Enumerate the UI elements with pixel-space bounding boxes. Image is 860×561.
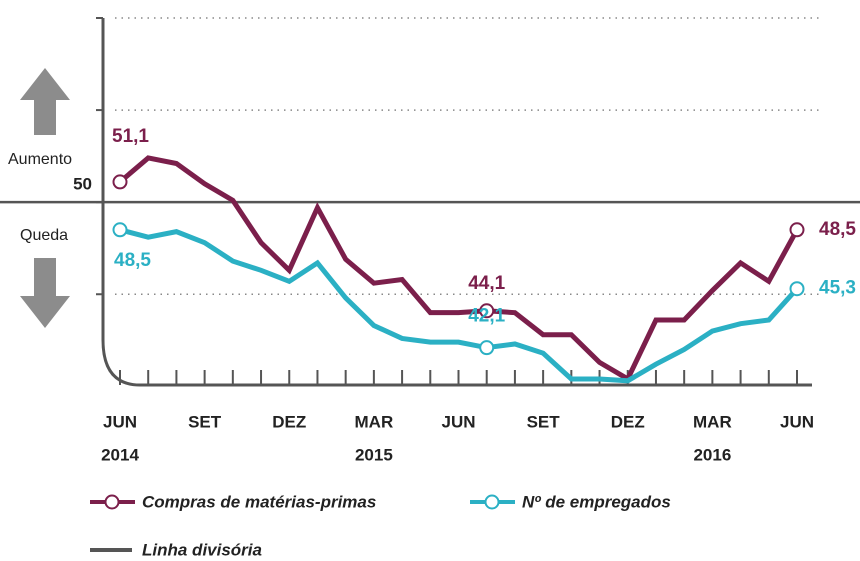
point-marker: [479, 303, 495, 319]
down-arrow: [20, 258, 70, 328]
up-arrow: [20, 68, 70, 135]
x-tick-label: MAR: [355, 412, 394, 431]
value-label: 45,3: [819, 278, 856, 299]
point-marker: [112, 174, 128, 190]
x-year-label: 2016: [693, 445, 731, 464]
legend-marker: [104, 494, 120, 510]
x-tick-label: DEZ: [611, 412, 645, 431]
axes: [101, 18, 812, 387]
annotation-up: Aumento: [8, 151, 72, 168]
series-line: [119, 227, 799, 384]
x-tick-label: DEZ: [272, 412, 306, 431]
x-tick-label: SET: [188, 412, 222, 431]
x-year-label: 2014: [101, 445, 139, 464]
x-tick-label: JUN: [103, 412, 137, 431]
value-label: 48,5: [819, 219, 856, 240]
legend-marker: [484, 494, 500, 510]
legend-label: Nº de empregados: [522, 492, 671, 511]
value-label: 48,5: [114, 250, 151, 271]
point-marker: [479, 340, 495, 356]
annotation-down: Queda: [20, 227, 68, 244]
point-marker: [112, 222, 128, 238]
series-line: [118, 155, 800, 383]
x-tick-label: SET: [527, 412, 561, 431]
legend-label: Compras de matérias-primas: [142, 492, 376, 511]
x-tick-label: JUN: [780, 412, 814, 431]
x-year-label: 2015: [355, 445, 393, 464]
point-marker: [789, 222, 805, 238]
threshold-label: 50: [73, 175, 92, 194]
x-tick-label: MAR: [693, 412, 732, 431]
value-label: 44,1: [468, 273, 505, 294]
legend-label: Linha divisória: [142, 540, 262, 559]
value-label: 51,1: [112, 126, 149, 147]
x-tick-label: JUN: [441, 412, 475, 431]
point-marker: [789, 281, 805, 297]
value-label: 42,1: [468, 306, 505, 327]
